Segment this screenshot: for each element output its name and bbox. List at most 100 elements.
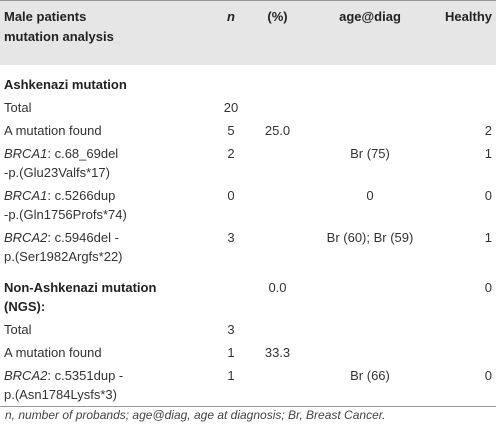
value-cell: 2 bbox=[212, 142, 250, 184]
cell-value: Br (75) bbox=[350, 146, 390, 161]
value-cell: Br (75) bbox=[305, 142, 435, 184]
header-text: mutation analysis bbox=[4, 29, 114, 44]
value-cell: 2 bbox=[435, 119, 496, 142]
variant-text: : c.5266dup bbox=[47, 188, 116, 203]
label-cell: Ashkenazi mutation bbox=[0, 65, 212, 96]
value-cell bbox=[250, 142, 305, 184]
cell-value: 20 bbox=[223, 100, 239, 115]
header-cell: n bbox=[212, 0, 250, 65]
cell-value: 0 bbox=[366, 188, 374, 203]
cell-value: 25.0 bbox=[264, 123, 291, 138]
value-cell: 0 bbox=[305, 184, 435, 226]
value-cell: 5 bbox=[212, 119, 250, 142]
footnote: n, number of probands; age@diag, age at … bbox=[5, 408, 386, 422]
value-cell bbox=[250, 96, 305, 119]
table-row: A mutation found 1 33.3 bbox=[0, 341, 496, 364]
value-cell bbox=[305, 341, 435, 364]
label-cell: A mutation found bbox=[0, 119, 212, 142]
cell-value: Br (66) bbox=[350, 368, 390, 383]
gene-name: BRCA2 bbox=[4, 230, 48, 245]
cell-value: 0 bbox=[484, 368, 492, 383]
variant-text: p.(Ser1982Argfs*22) bbox=[4, 249, 123, 264]
cell-value: 1 bbox=[484, 230, 492, 245]
value-cell: 3 bbox=[212, 226, 250, 268]
label-cell: Total bbox=[0, 96, 212, 119]
row-label: Total bbox=[4, 322, 32, 337]
cell-value: Br (60); Br (59) bbox=[326, 230, 414, 245]
section-title: Non-Ashkenazi mutation bbox=[4, 280, 157, 295]
row-label: A mutation found bbox=[4, 123, 102, 138]
value-cell bbox=[435, 341, 496, 364]
value-cell: 0.0 bbox=[250, 268, 305, 318]
table-row: A mutation found 5 25.0 2 bbox=[0, 119, 496, 142]
label-cell: BRCA1: c.68_69del -p.(Glu23Valfs*17) bbox=[0, 142, 212, 184]
value-cell: 1 bbox=[212, 341, 250, 364]
table-row: BRCA2: c.5351dup - p.(Asn1784Lysfs*3) 1 Br … bbox=[0, 364, 496, 407]
gene-name: BRCA1 bbox=[4, 146, 48, 161]
cell-value: 5 bbox=[227, 123, 235, 138]
variant-text: p.(Asn1784Lysfs*3) bbox=[4, 387, 117, 402]
table-row: Total 3 bbox=[0, 318, 496, 341]
cell-value: 33.3 bbox=[264, 345, 291, 360]
header-row: Male patients mutation analysis n (%) age… bbox=[0, 0, 496, 65]
value-cell bbox=[305, 96, 435, 119]
table-body: Ashkenazi mutation Total 20 A mutation foun… bbox=[0, 65, 496, 407]
variant-text: : c.5351dup - bbox=[47, 368, 124, 383]
cell-value: 3 bbox=[227, 230, 235, 245]
value-cell: 0 bbox=[212, 184, 250, 226]
section-title: (NGS): bbox=[4, 299, 46, 314]
cell-value: 1 bbox=[484, 146, 492, 161]
value-cell bbox=[250, 184, 305, 226]
label-cell: BRCA1: c.5266dup -p.(Gln1756Profs*74) bbox=[0, 184, 212, 226]
value-cell bbox=[305, 318, 435, 341]
row-label: Total bbox=[4, 100, 32, 115]
cell-value: 0 bbox=[484, 188, 492, 203]
header-cell: (%) bbox=[250, 0, 305, 65]
value-cell bbox=[212, 268, 250, 318]
value-cell: 20 bbox=[212, 96, 250, 119]
table-row: BRCA1: c.5266dup -p.(Gln1756Profs*74) 0 0 0 bbox=[0, 184, 496, 226]
value-cell bbox=[435, 65, 496, 96]
section-title: Ashkenazi mutation bbox=[4, 77, 127, 92]
gene-name: BRCA1 bbox=[4, 188, 48, 203]
value-cell bbox=[305, 65, 435, 96]
label-cell: BRCA2: c.5351dup - p.(Asn1784Lysfs*3) bbox=[0, 364, 212, 407]
label-cell: A mutation found bbox=[0, 341, 212, 364]
label-cell: Non-Ashkenazi mutation (NGS): bbox=[0, 268, 212, 318]
table-row: BRCA2: c.5946del - p.(Ser1982Argfs*22) 3 Br… bbox=[0, 226, 496, 268]
gene-name: BRCA2 bbox=[4, 368, 48, 383]
variant-text: : c.5946del - bbox=[47, 230, 119, 245]
label-cell: Total bbox=[0, 318, 212, 341]
table-row: Non-Ashkenazi mutation (NGS): 0.0 0 bbox=[0, 268, 496, 318]
header-cell: age@diag bbox=[305, 0, 435, 65]
value-cell: 33.3 bbox=[250, 341, 305, 364]
value-cell bbox=[250, 226, 305, 268]
variant-text: -p.(Glu23Valfs*17) bbox=[4, 165, 110, 180]
value-cell: 1 bbox=[435, 142, 496, 184]
value-cell bbox=[250, 65, 305, 96]
cell-value: 0 bbox=[227, 188, 235, 203]
variant-text: -p.(Gln1756Profs*74) bbox=[4, 207, 127, 222]
cell-value: 1 bbox=[227, 368, 235, 383]
value-cell: 3 bbox=[212, 318, 250, 341]
value-cell: Br (60); Br (59) bbox=[305, 226, 435, 268]
cell-value: 0.0 bbox=[268, 280, 287, 295]
value-cell bbox=[305, 268, 435, 318]
cell-value: 2 bbox=[227, 146, 235, 161]
variant-text: : c.68_69del bbox=[47, 146, 119, 161]
table-row: BRCA1: c.68_69del -p.(Glu23Valfs*17) 2 Br (… bbox=[0, 142, 496, 184]
cell-value: 3 bbox=[227, 322, 235, 337]
cell-value: 2 bbox=[484, 123, 492, 138]
mutation-table: Male patients mutation analysis n (%) age… bbox=[0, 0, 496, 407]
header-text: Male patients bbox=[4, 9, 87, 24]
table-row: Ashkenazi mutation bbox=[0, 65, 496, 96]
value-cell: 1 bbox=[212, 364, 250, 407]
value-cell bbox=[305, 119, 435, 142]
value-cell bbox=[435, 318, 496, 341]
row-label: A mutation found bbox=[4, 345, 102, 360]
value-cell: 0 bbox=[435, 184, 496, 226]
value-cell bbox=[250, 364, 305, 407]
header-cell: Male patients mutation analysis bbox=[0, 0, 212, 65]
label-cell: BRCA2: c.5946del - p.(Ser1982Argfs*22) bbox=[0, 226, 212, 268]
value-cell bbox=[212, 65, 250, 96]
